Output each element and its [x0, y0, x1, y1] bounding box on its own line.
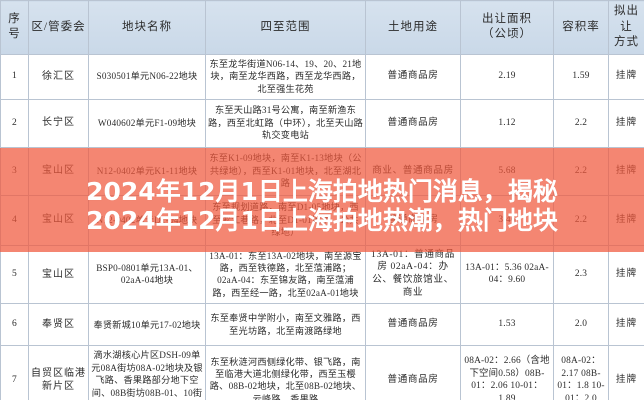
- cell-land-use: 普通商品房: [365, 345, 461, 400]
- cell-area: 5.68: [460, 146, 554, 196]
- cell-area: 08A-02：2.66（含地下空间0.58）08B-01：2.06 10-01：…: [460, 345, 554, 400]
- cell-district: 宝山区: [28, 194, 89, 246]
- cell-district: 自贸区临港新片区: [28, 345, 89, 400]
- cell-land-use: 13A-01：普通商品房 02aA-04：办公、餐饮旅馆业、商业: [365, 244, 461, 305]
- cell-parcel-name: 滴水湖核心片区DSH-09单元08A街坊08A-02地块及银飞路、香果路部分地下…: [88, 345, 206, 400]
- column-header-mode-line1: 拟出让: [614, 5, 639, 33]
- cell-parcel-name: N12-0402单元K1-11地块: [88, 146, 206, 196]
- column-header-far: 容积率: [553, 0, 609, 55]
- table-row: 7 自贸区临港新片区 滴水湖核心片区DSH-09单元08A街坊08A-02地块及…: [0, 345, 644, 400]
- cell-district: 宝山区: [28, 244, 89, 305]
- cell-area: 1.53: [460, 303, 554, 347]
- cell-land-use: 普通商品房: [365, 98, 461, 148]
- cell-district: 奉贤区: [28, 303, 89, 347]
- cell-area: 1.12: [460, 98, 554, 148]
- cell-boundary: 东至规划道路，南至D1-05地块，西至淞江巷路，北至D1-01地块（公共绿地）: [205, 194, 366, 246]
- cell-index: 7: [0, 345, 29, 400]
- cell-far: 1.59: [553, 53, 609, 100]
- cell-boundary: 东至奉贤中学附小，南至文雅路，西至光坊路，北至南渡路绿地: [205, 303, 366, 347]
- cell-mode: 挂牌: [608, 194, 644, 246]
- table-row: 1 徐汇区 S030501单元N06-22地块 东至龙华街道N06-14、19、…: [0, 53, 644, 100]
- table-row: 6 奉贤区 奉贤新城10单元17-02地块 东至奉贤中学附小，南至文雅路，西至光…: [0, 303, 644, 347]
- cell-land-use: 普通商品房: [365, 194, 461, 246]
- cell-parcel-name: W040602单元F1-09地块: [88, 98, 206, 148]
- table-header-row: 序号 区/管委会 地块名称 四至范围 土地用途 出让面积 （公顷） 容积率 拟出…: [0, 0, 644, 55]
- cell-mode: 挂牌: [608, 146, 644, 196]
- cell-boundary: 13A-01：东至13A-02地块，南至源宝路，西至铁德路，北至蕰浦路；02aA…: [205, 244, 366, 305]
- column-header-parcel-name: 地块名称: [88, 0, 206, 55]
- cell-mode: 挂牌: [608, 303, 644, 347]
- cell-parcel-name: S030501单元N06-22地块: [88, 53, 206, 100]
- cell-boundary: 东至龙华街道N06-14、19、20、21地块，南至龙华西路，西至龙华西路，北至…: [205, 53, 366, 100]
- table-row: 3 宝山区 N12-0402单元K1-11地块 东至K1-09地块，南至K1-1…: [0, 146, 644, 196]
- cell-far: 2.3: [553, 244, 609, 305]
- cell-index: 3: [0, 146, 29, 196]
- cell-mode: 挂牌: [608, 345, 644, 400]
- cell-index: 1: [0, 53, 29, 100]
- table-row: 4 宝山区 N12-0402单元D1-04地块 东至规划道路，南至D1-05地块…: [0, 194, 644, 246]
- cell-mode: 挂牌: [608, 244, 644, 305]
- table-row: 2 长宁区 W040602单元F1-09地块 东至天山路31号公寓，南至新渔东路…: [0, 98, 644, 148]
- cell-area: 3.46: [460, 194, 554, 246]
- cell-district: 徐汇区: [28, 53, 89, 100]
- cell-mode: 挂牌: [608, 98, 644, 148]
- cell-far: 2.2: [553, 194, 609, 246]
- column-header-area-line1: 出让面积: [482, 12, 532, 25]
- column-header-boundary: 四至范围: [205, 0, 366, 55]
- column-header-district: 区/管委会: [28, 0, 89, 55]
- table-header: 序号 区/管委会 地块名称 四至范围 土地用途 出让面积 （公顷） 容积率 拟出…: [0, 0, 644, 55]
- cell-parcel-name: N12-0402单元D1-04地块: [88, 194, 206, 246]
- cell-area: 2.19: [460, 53, 554, 100]
- cell-parcel-name: BSP0-0801单元13A-01、02aA-04地块: [88, 244, 206, 305]
- cell-index: 5: [0, 244, 29, 305]
- table-row: 5 宝山区 BSP0-0801单元13A-01、02aA-04地块 13A-01…: [0, 244, 644, 305]
- cell-far: 08A-02：2.17 08B-01：1.8 10-01：2.0: [553, 345, 609, 400]
- cell-boundary: 东至天山路31号公寓，南至新渔东路，西至北虹路（中环），北至天山路轨交变电站: [205, 98, 366, 148]
- cell-index: 2: [0, 98, 29, 148]
- table-body: 1 徐汇区 S030501单元N06-22地块 东至龙华街道N06-14、19、…: [0, 53, 644, 400]
- cell-land-use: 商业、普通商品房: [365, 146, 461, 196]
- cell-index: 4: [0, 194, 29, 246]
- cell-land-use: 普通商品房: [365, 303, 461, 347]
- cell-area: 13A-01：5.36 02aA-04：9.60: [460, 244, 554, 305]
- column-header-index: 序号: [0, 0, 29, 55]
- cell-far: 2.2: [553, 98, 609, 148]
- cell-land-use: 普通商品房: [365, 53, 461, 100]
- column-header-land-use: 土地用途: [365, 0, 461, 55]
- cell-district: 长宁区: [28, 98, 89, 148]
- cell-parcel-name: 奉贤新城10单元17-02地块: [88, 303, 206, 347]
- cell-boundary: 东至秋涟河西侧绿化带、银飞路，南至临港大道北侧绿化带，西至玉樱路、08B-02地…: [205, 345, 366, 400]
- column-header-mode-line2: 方式: [614, 36, 639, 49]
- cell-boundary: 东至K1-09地块，南至K1-13地块（公共绿地），西至K1-01地块，北至湖北…: [205, 146, 366, 196]
- column-header-mode: 拟出让 方式: [608, 0, 644, 55]
- cell-far: 2.0: [553, 303, 609, 347]
- column-header-area: 出让面积 （公顷）: [460, 0, 554, 55]
- column-header-area-line2: （公顷）: [482, 28, 532, 41]
- cell-district: 宝山区: [28, 146, 89, 196]
- cell-far: 2.2: [553, 146, 609, 196]
- cell-mode: 挂牌: [608, 53, 644, 100]
- cell-index: 6: [0, 303, 29, 347]
